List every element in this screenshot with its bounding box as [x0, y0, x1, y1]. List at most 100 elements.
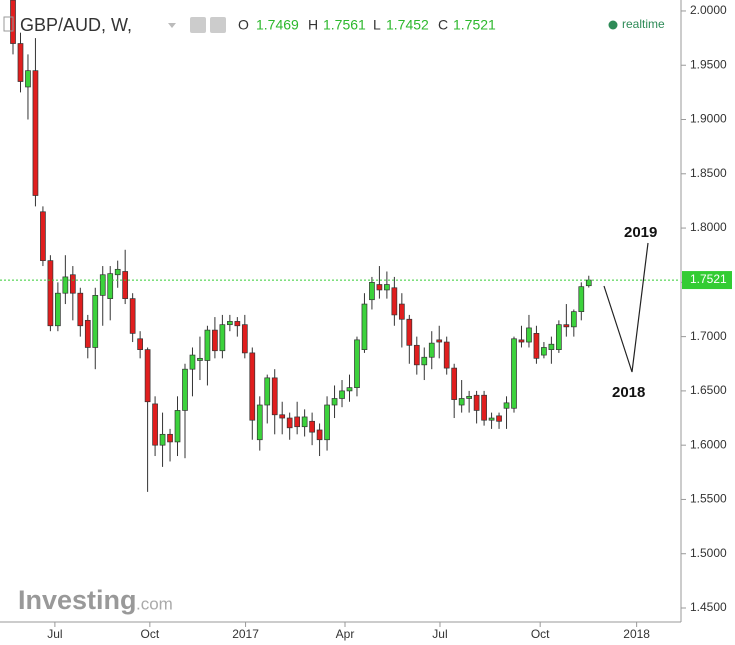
candle-body [466, 395, 472, 399]
candle-body [421, 356, 428, 366]
last-price-label: 1.7521 [690, 272, 727, 286]
candle-body [436, 339, 443, 343]
candle-body [376, 284, 383, 291]
candle-body [585, 279, 592, 287]
status-label: realtime [622, 17, 665, 31]
ohlc-label: L [373, 17, 381, 33]
candle-body [249, 352, 256, 421]
candle-body [503, 402, 510, 409]
candle-body [279, 414, 286, 419]
candle-body [286, 417, 293, 429]
last-price-box [682, 271, 732, 290]
candle-body [107, 273, 114, 299]
watermark: Investing [18, 585, 137, 615]
chart-title: GBP/AUD, W, [20, 15, 132, 35]
annotation: 2018 [612, 384, 645, 401]
ohlc-value: 1.7561 [323, 17, 366, 33]
candle-body [129, 298, 136, 334]
candle-body [122, 271, 129, 299]
candle-body [548, 343, 555, 350]
candle-body [578, 286, 585, 313]
candle-body [55, 292, 61, 327]
gear-icon[interactable] [210, 17, 226, 33]
candle-body [271, 377, 278, 416]
candle-body [309, 420, 315, 433]
candle-body [354, 339, 360, 388]
annotation-arrow [603, 242, 649, 373]
x-tick-label: 2017 [232, 627, 259, 641]
candle-body [219, 324, 226, 352]
candle-body [518, 339, 525, 343]
y-tick-label: 1.7000 [690, 329, 727, 343]
candle-body [346, 387, 353, 392]
annotation: 2019 [624, 224, 657, 241]
candle-body [526, 327, 532, 343]
x-tick-label: Oct [141, 627, 160, 641]
candle-body [137, 338, 143, 350]
candle-body [339, 390, 345, 399]
candle-body [324, 404, 330, 441]
candle-body [77, 292, 84, 327]
candle-body [189, 354, 196, 370]
x-tick-label: Oct [531, 627, 550, 641]
candle-body [174, 410, 181, 443]
candle-body [541, 347, 547, 356]
candle-body [204, 329, 211, 361]
dropdown-icon[interactable] [168, 23, 176, 28]
candle-body [533, 333, 540, 359]
candle-body [458, 398, 465, 406]
y-tick-label: 1.6000 [690, 437, 727, 451]
x-tick-label: Jul [47, 627, 62, 641]
menu-icon[interactable] [3, 16, 14, 32]
y-tick-label: 1.6500 [690, 383, 727, 397]
x-tick-label: Apr [336, 627, 355, 641]
candle-body [159, 433, 166, 446]
ohlc-value: 1.7521 [453, 17, 496, 33]
candle-body [144, 349, 151, 403]
candle-body [488, 417, 495, 421]
y-tick-label: 1.9500 [690, 57, 727, 71]
candle-body [256, 404, 263, 441]
candle-body [84, 319, 91, 348]
watermark: .com [136, 594, 173, 613]
settings-icon[interactable] [190, 17, 206, 33]
x-tick-label: Jul [432, 627, 447, 641]
candle-body [167, 433, 173, 443]
ohlc-value: 1.7452 [386, 17, 429, 33]
y-tick-label: 1.4500 [690, 600, 727, 614]
candle-body [398, 303, 405, 320]
candle-body [301, 416, 308, 428]
candle-body [99, 274, 106, 296]
candle-body [481, 394, 487, 421]
candle-body [114, 268, 121, 276]
candle-body [496, 415, 502, 422]
y-tick-label: 1.8500 [690, 166, 727, 180]
y-tick-label: 1.5500 [690, 492, 727, 506]
candle-body [443, 341, 450, 369]
candle-body [32, 70, 39, 196]
candle-body [511, 338, 517, 409]
y-tick-label: 1.9000 [690, 112, 727, 126]
x-tick-label: 2018 [623, 627, 650, 641]
candle-body [69, 274, 76, 294]
candle-body [197, 357, 203, 361]
candle-body [241, 324, 248, 354]
candle-body [451, 367, 458, 400]
candle-body [316, 429, 323, 441]
candle-body [227, 321, 233, 326]
candle-body [17, 43, 24, 82]
candle-body [92, 295, 99, 348]
candle-body [212, 329, 218, 352]
ohlc-value: 1.7469 [256, 17, 299, 33]
ohlc-label: H [308, 17, 318, 33]
y-tick-label: 1.8000 [690, 220, 727, 234]
candle-body [570, 311, 577, 328]
candle-body [413, 344, 420, 366]
ohlc-label: C [438, 17, 448, 33]
y-tick-label: 2.0000 [690, 3, 727, 17]
candle-body [391, 287, 398, 316]
candle-body [563, 324, 570, 328]
candle-body [384, 284, 390, 291]
plot-area [10, 0, 592, 492]
